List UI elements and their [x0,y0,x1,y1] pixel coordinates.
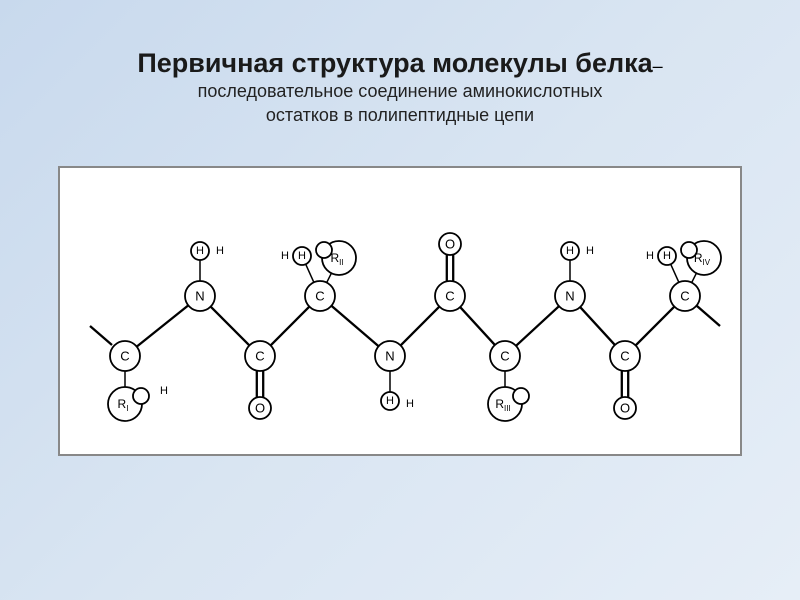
svg-text:N: N [385,348,394,363]
subtitle-line-2: остатков в полипептидные цепи [137,103,662,127]
title-dash: – [653,56,663,76]
svg-text:H: H [160,385,168,397]
title-line: Первичная структура молекулы белка– [137,48,662,79]
svg-text:C: C [620,348,629,363]
svg-text:H: H [406,398,414,410]
title-block: Первичная структура молекулы белка– посл… [137,48,662,128]
molecule-diagram: CNCCNCCNCCHHOHHHHOHHOHHRIHRIIRIIIRIV [70,186,730,436]
svg-text:H: H [566,245,574,257]
svg-text:H: H [298,250,306,262]
svg-text:H: H [196,245,204,257]
svg-text:C: C [500,348,509,363]
title-main: Первичная структура молекулы белка [137,48,652,78]
svg-text:H: H [663,250,671,262]
svg-text:H: H [586,245,594,257]
svg-text:C: C [255,348,264,363]
slide: Первичная структура молекулы белка– посл… [0,0,800,600]
svg-text:N: N [565,288,574,303]
diagram-card: CNCCNCCNCCHHOHHHHOHHOHHRIHRIIRIIIRIV [58,166,742,456]
svg-text:C: C [445,288,454,303]
svg-text:C: C [120,348,129,363]
svg-text:C: C [315,288,324,303]
svg-text:H: H [281,250,289,262]
svg-text:O: O [620,400,630,415]
svg-text:H: H [216,245,224,257]
svg-text:C: C [680,288,689,303]
svg-text:N: N [195,288,204,303]
svg-text:O: O [445,236,455,251]
svg-text:H: H [386,395,394,407]
subtitle-line-1: последовательное соединение аминокислотн… [137,79,662,103]
svg-text:O: O [255,400,265,415]
svg-text:H: H [646,250,654,262]
